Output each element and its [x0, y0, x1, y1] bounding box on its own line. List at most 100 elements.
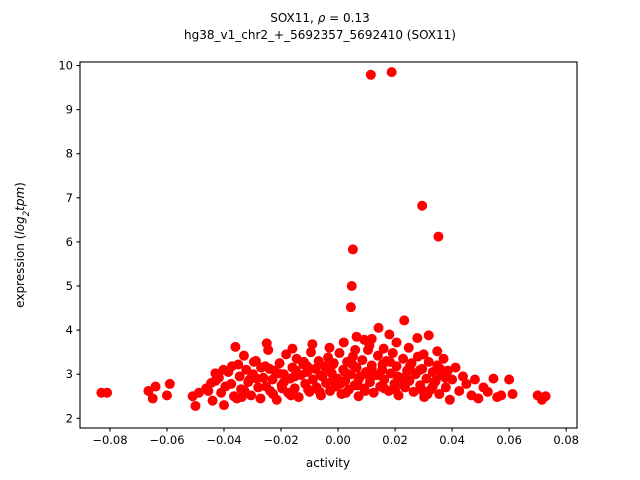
- scatter-point: [422, 389, 433, 400]
- scatter-point: [390, 384, 401, 395]
- scatter-point: [373, 322, 384, 333]
- scatter-point: [238, 350, 249, 361]
- x-tick-label: 0.08: [553, 433, 579, 447]
- x-tick-label: 0.04: [439, 433, 465, 447]
- scatter-point: [261, 338, 272, 349]
- y-axis-label: expression (log2tpm): [13, 182, 32, 308]
- x-tick-label: −0.02: [263, 433, 298, 447]
- scatter-point: [298, 356, 309, 367]
- scatter-point: [207, 395, 218, 406]
- scatter-point: [264, 363, 275, 374]
- scatter-point: [440, 372, 451, 383]
- scatter-point: [350, 344, 361, 355]
- scatter-point: [206, 378, 217, 389]
- scatter-point: [267, 374, 278, 385]
- title-rho-symbol: ρ: [317, 11, 326, 25]
- scatter-point: [310, 383, 321, 394]
- x-tick-label: 0.00: [325, 433, 351, 447]
- scatter-point: [384, 329, 395, 340]
- scatter-point: [334, 348, 345, 359]
- scatter-point: [236, 392, 247, 403]
- x-tick-label: 0.02: [382, 433, 408, 447]
- scatter-point: [268, 389, 279, 400]
- scatter-point: [102, 387, 113, 398]
- scatter-point: [277, 383, 288, 394]
- y-tick-label: 8: [66, 147, 73, 161]
- scatter-point: [404, 361, 415, 372]
- scatter-point: [372, 350, 383, 361]
- scatter-point: [384, 356, 395, 367]
- scatter-point: [255, 393, 266, 404]
- scatter-point: [261, 381, 272, 392]
- x-tick-label: 0.06: [496, 433, 522, 447]
- scatter-point: [421, 373, 432, 384]
- scatter-point: [444, 394, 455, 405]
- scatter-point: [469, 374, 480, 385]
- x-axis-ticks: −0.08 −0.06 −0.04 −0.02 0.00 0.02 0.04 0.06 0.08: [92, 428, 579, 447]
- axes-spines: [79, 61, 578, 429]
- scatter-point: [392, 371, 403, 382]
- y-axis-label-suffix: ): [13, 182, 27, 187]
- x-tick-label: −0.04: [206, 433, 241, 447]
- scatter-point: [397, 378, 408, 389]
- y-tick-label: 10: [58, 59, 73, 73]
- scatter-point: [507, 389, 518, 400]
- scatter-point: [324, 342, 335, 353]
- scatter-point: [368, 387, 379, 398]
- y-tick-label: 2: [66, 411, 73, 425]
- scatter-point: [147, 393, 158, 404]
- y-tick-label: 7: [66, 191, 73, 205]
- scatter-point: [286, 390, 297, 401]
- y-axis-ticks: 2 3 4 5 6 7 8 9 10: [58, 59, 80, 425]
- scatter-point: [482, 386, 493, 397]
- scatter-point: [293, 392, 304, 403]
- scatter-point: [338, 337, 349, 348]
- scatter-point: [386, 67, 397, 78]
- scatter-point: [274, 358, 285, 369]
- chart-title-line2: hg38_v1_chr2_+_5692357_5692410 (SOX11): [184, 28, 456, 42]
- scatter-point: [339, 366, 350, 377]
- axes-group: −0.08 −0.06 −0.04 −0.02 0.00 0.02 0.04 0.06 0.08…: [58, 59, 579, 447]
- scatter-point: [378, 343, 389, 354]
- x-axis-label: activity: [306, 456, 350, 470]
- scatter-point: [398, 353, 409, 364]
- y-tick-label: 3: [66, 367, 73, 381]
- scatter-point: [359, 334, 370, 345]
- scatter-point: [450, 362, 461, 373]
- scatter-point: [473, 393, 484, 404]
- scatter-point: [323, 363, 334, 374]
- scatter-point: [365, 69, 376, 80]
- scatter-point: [347, 244, 358, 255]
- scatter-point: [417, 200, 428, 211]
- scatter-point: [347, 359, 358, 370]
- scatter-point: [387, 348, 398, 359]
- scatter-point: [457, 371, 468, 382]
- scatter-point: [438, 353, 449, 364]
- title-gene-prefix: SOX11,: [270, 11, 318, 25]
- scatter-point: [399, 315, 410, 326]
- scatter-point: [440, 382, 451, 393]
- scatter-point: [423, 330, 434, 341]
- y-axis-label-math: log: [13, 216, 27, 235]
- y-tick-label: 6: [66, 235, 73, 249]
- data-point-group: [96, 67, 551, 411]
- scatter-point: [303, 384, 314, 395]
- title-rho-value: = 0.13: [325, 11, 370, 25]
- scatter-point: [461, 378, 472, 389]
- scatter-point: [305, 347, 316, 358]
- scatter-point: [150, 381, 161, 392]
- scatter-point: [164, 378, 175, 389]
- scatter-point: [273, 368, 284, 379]
- scatter-point: [213, 372, 224, 383]
- x-tick-label: −0.08: [92, 433, 127, 447]
- scatter-point: [408, 386, 419, 397]
- scatter-point: [496, 390, 507, 401]
- scatter-point: [307, 374, 318, 385]
- scatter-point: [433, 231, 444, 242]
- scatter-point: [335, 378, 346, 389]
- scatter-point: [345, 302, 356, 313]
- scatter-point: [410, 368, 421, 379]
- scatter-point: [248, 356, 259, 367]
